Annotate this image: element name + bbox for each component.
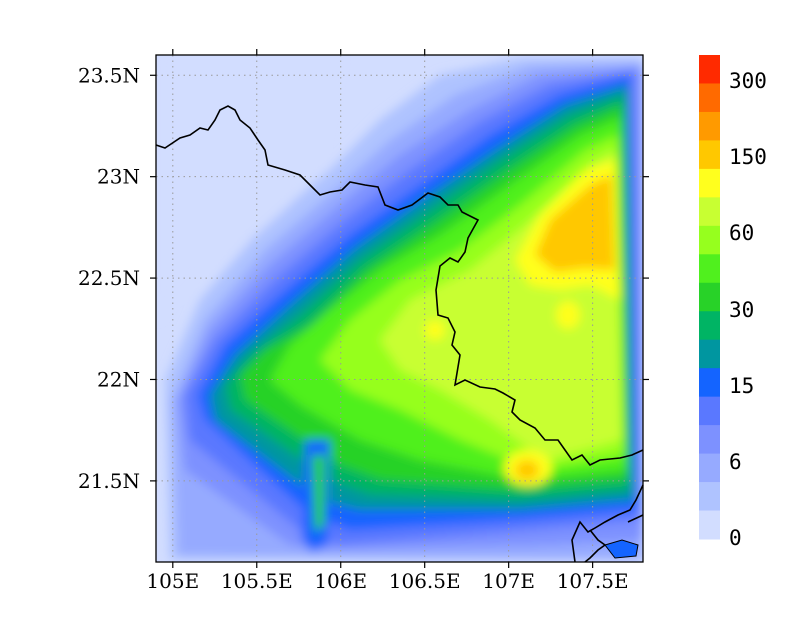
coast-line-3 <box>627 514 644 523</box>
y-tick-label: 23N <box>97 165 140 189</box>
country-border <box>155 105 644 467</box>
colorbar-swatch <box>699 453 720 483</box>
plot-area <box>156 55 643 562</box>
colorbar-swatch <box>699 111 720 141</box>
colorbar-label: 30 <box>729 298 754 322</box>
y-tick-label: 22N <box>97 367 140 391</box>
colorbar-swatch <box>699 55 720 84</box>
x-tick-label: 106.5E <box>389 569 461 593</box>
x-tick-label: 107.5E <box>557 569 629 593</box>
colorbar-swatch <box>699 225 720 255</box>
colorbar-swatch <box>699 254 720 284</box>
field-max-center <box>425 320 445 340</box>
coast-line-1 <box>571 484 644 563</box>
x-tick-label: 106E <box>314 569 367 593</box>
colorbar-label: 150 <box>729 145 767 169</box>
x-tick-label: 105E <box>146 569 199 593</box>
colorbar-swatch <box>699 83 720 113</box>
colorbar-label: 6 <box>729 450 742 474</box>
colorbar-swatch <box>699 197 720 227</box>
colorbar-swatch <box>699 140 720 170</box>
colorbar-swatch <box>699 339 720 369</box>
colorbar-swatch <box>699 482 720 512</box>
field-band-150 <box>535 175 615 272</box>
x-tick-label: 105.5E <box>221 569 293 593</box>
y-axis: 23.5N 23N 22.5N 22N 21.5N <box>78 63 649 493</box>
colorbar-swatch <box>699 368 720 398</box>
x-tick-label: 107E <box>482 569 535 593</box>
colorbar-label: 60 <box>729 221 754 245</box>
colorbar-swatch <box>699 311 720 341</box>
coast-island <box>604 539 639 559</box>
colorbar-swatch <box>699 168 720 198</box>
colorbar-swatch <box>699 396 720 426</box>
colorbar-label: 0 <box>729 526 742 550</box>
gridlines <box>156 55 643 562</box>
y-tick-label: 23.5N <box>78 63 140 87</box>
x-axis: 105E 105.5E 106E 106.5E 107E 107.5E <box>146 49 629 593</box>
field-max-south-core <box>515 460 539 480</box>
colorbar-swatch <box>699 510 720 540</box>
plot-frame <box>155 54 644 563</box>
colorbar-label: 300 <box>729 69 767 93</box>
field-arm-west-core <box>312 455 325 532</box>
colorbar-label: 15 <box>729 374 754 398</box>
field-pale-nw <box>156 55 340 320</box>
colorbar-swatch <box>699 425 720 455</box>
y-tick-label: 21.5N <box>78 469 140 493</box>
field-max-east <box>556 301 580 329</box>
colorbar-swatch <box>699 282 720 312</box>
y-tick-label: 22.5N <box>78 266 140 290</box>
coast-line-2 <box>584 529 607 563</box>
